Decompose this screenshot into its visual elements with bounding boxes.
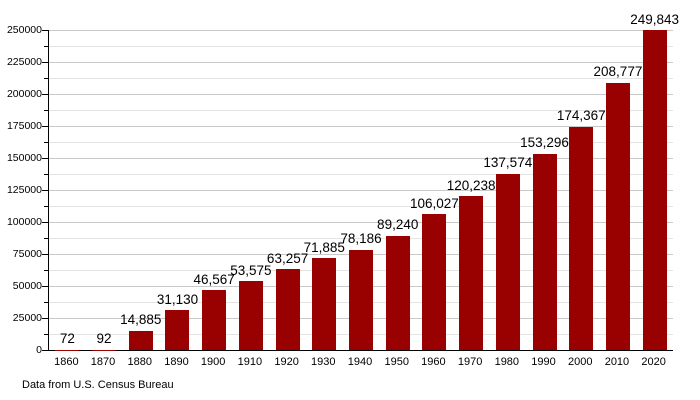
bar [495, 173, 520, 350]
gridline-major [49, 30, 673, 31]
y-tick-label: 250000 [6, 23, 42, 36]
y-tick-mark-major [42, 286, 48, 287]
y-tick-mark-major [42, 318, 48, 319]
x-tick-label: 1900 [200, 356, 226, 368]
bar [275, 269, 300, 350]
y-tick-label: 0 [36, 343, 42, 356]
y-tick-mark-minor [44, 110, 48, 111]
x-tick-label: 1990 [531, 356, 556, 368]
bar [422, 214, 447, 350]
x-tick-label: 1910 [237, 356, 263, 368]
bar-value-label: 153,296 [520, 135, 569, 151]
bar [459, 196, 484, 350]
gridline-minor [49, 46, 673, 47]
bar [642, 30, 667, 350]
plot-area: 72 92 14,885 31,130 46,567 53,575 63,257 71,885… [42, 13, 679, 351]
x-tick-label: 1930 [311, 356, 336, 368]
bar-value-label: 106,027 [410, 195, 459, 211]
bar [605, 82, 630, 350]
bar-value-label: 46,567 [193, 271, 235, 287]
x-tick-label: 1950 [384, 356, 409, 368]
y-tick-label: 100000 [6, 215, 42, 228]
y-tick-mark-major [42, 158, 48, 159]
bar-value-label: 120,238 [446, 177, 496, 193]
x-tick-label: 1860 [54, 356, 79, 368]
gridline-major [49, 62, 673, 63]
y-tick-label: 50000 [12, 279, 42, 292]
x-tick-label: 1980 [494, 356, 520, 368]
bar-value-label: 71,885 [303, 239, 345, 255]
bar [165, 310, 190, 350]
bar-value-label: 92 [96, 331, 112, 347]
bar [349, 249, 373, 350]
y-tick-mark-minor [44, 206, 48, 207]
y-tick-label: 175000 [6, 119, 42, 132]
bar-value-label: 31,130 [156, 291, 199, 307]
bar-value-label: 174,367 [556, 108, 606, 124]
bar-value-label: 14,885 [120, 312, 162, 328]
bar [532, 153, 557, 350]
bar-value-label: 53,575 [230, 262, 272, 278]
bar [385, 235, 410, 350]
x-tick-label: 1960 [421, 356, 446, 368]
y-tick-mark-minor [44, 302, 48, 303]
x-tick-label: 2010 [604, 356, 630, 368]
y-tick-label: 225000 [6, 55, 42, 68]
y-tick-mark-major [42, 30, 48, 31]
y-tick-label: 200000 [6, 87, 42, 100]
x-tick-label: 1940 [347, 356, 373, 368]
y-tick-mark-major [42, 126, 48, 127]
y-tick-mark-minor [44, 142, 48, 143]
bar-value-label: 72 [59, 331, 75, 347]
y-tick-mark-minor [44, 46, 48, 47]
bar-value-label: 249,843 [630, 11, 680, 27]
bar-value-label: 208,777 [593, 64, 643, 80]
y-tick-mark-minor [44, 174, 48, 175]
bar-value-label: 89,240 [377, 217, 419, 233]
y-tick-mark-major [42, 254, 48, 255]
gridline-minor [49, 78, 673, 79]
x-tick-label: 1890 [164, 356, 189, 368]
gridline-major [49, 94, 673, 95]
y-tick-mark-minor [44, 270, 48, 271]
y-tick-mark-major [42, 62, 48, 63]
source-caption: Data from U.S. Census Bureau [22, 379, 174, 391]
bar-value-label: 78,186 [340, 231, 382, 247]
y-tick-label: 150000 [6, 151, 42, 164]
y-tick-mark-minor [44, 78, 48, 79]
x-tick-label: 2020 [641, 356, 666, 368]
y-tick-label: 125000 [6, 183, 42, 196]
y-tick-mark-major [42, 350, 48, 351]
x-tick-label: 1880 [127, 356, 152, 368]
y-tick-label: 75000 [12, 247, 42, 260]
y-tick-mark-major [42, 94, 48, 95]
x-tick-label: 1920 [274, 356, 299, 368]
y-tick-mark-major [42, 222, 48, 223]
bar-value-label: 63,257 [266, 250, 309, 266]
bar [128, 330, 153, 350]
bar [238, 281, 263, 350]
y-tick-label: 25000 [12, 311, 42, 324]
y-tick-mark-major [42, 190, 48, 191]
bar [202, 290, 227, 350]
bar-value-label: 137,574 [483, 155, 533, 171]
bar [569, 126, 594, 350]
x-tick-label: 2000 [567, 356, 593, 368]
bar [312, 258, 337, 350]
y-tick-mark-minor [44, 238, 48, 239]
x-tick-label: 1970 [457, 356, 483, 368]
x-tick-label: 1870 [90, 356, 116, 368]
y-tick-mark-minor [44, 334, 48, 335]
